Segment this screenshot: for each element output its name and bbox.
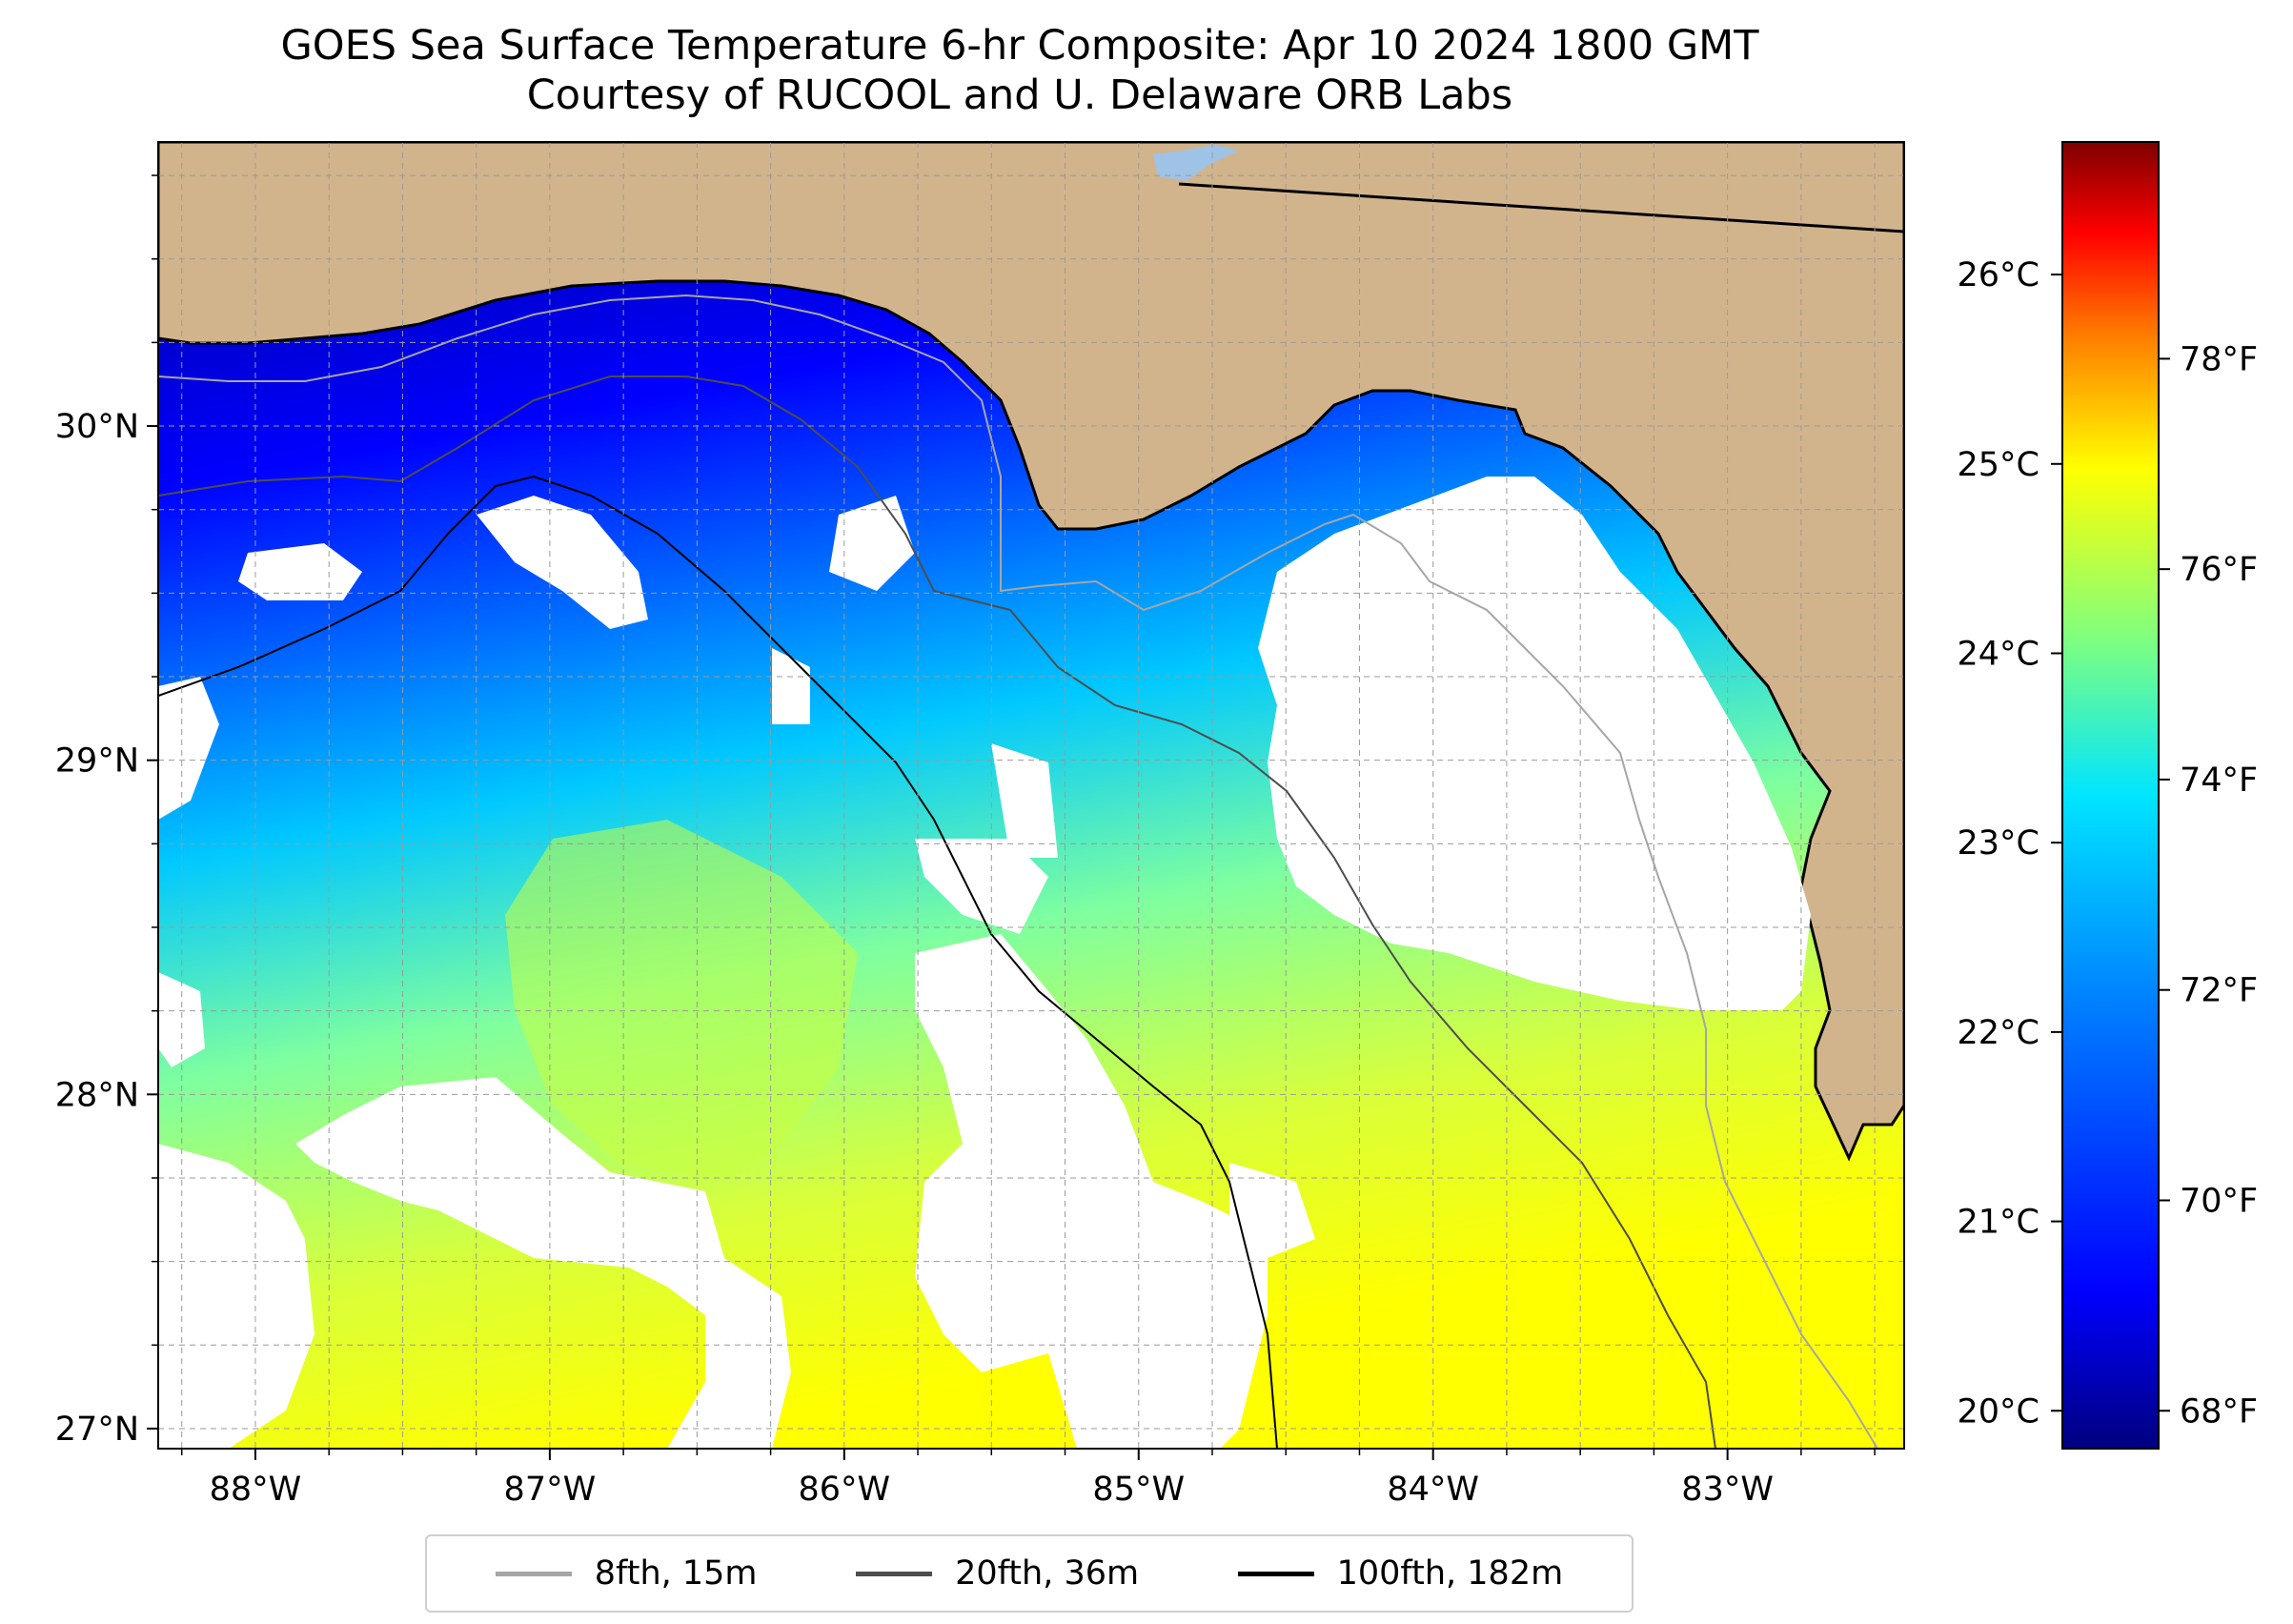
lat-tick-label: 30°N bbox=[55, 408, 139, 446]
celsius-label: 26°C bbox=[1958, 256, 2039, 294]
lon-tick-label: 86°W bbox=[798, 1471, 890, 1509]
celsius-label: 20°C bbox=[1958, 1392, 2039, 1431]
isobath-182m bbox=[158, 475, 1278, 1449]
legend-swatch-8fth bbox=[495, 1571, 572, 1576]
colorbar bbox=[2061, 141, 2160, 1450]
title-line-1: GOES Sea Surface Temperature 6-hr Compos… bbox=[280, 22, 1759, 70]
lat-tick-label: 27°N bbox=[55, 1411, 139, 1449]
colorbar-fahrenheit-axis: 78°F 76°F 74°F 72°F 70°F 68°F bbox=[2159, 340, 2258, 1431]
legend-item-100fth: 100fth, 182m bbox=[1237, 1554, 1564, 1593]
map-frame bbox=[157, 141, 1905, 1450]
celsius-label: 24°C bbox=[1958, 635, 2039, 673]
lon-tick-label: 88°W bbox=[210, 1471, 302, 1509]
isobath-15m bbox=[158, 294, 1878, 1449]
title-line-2: Courtesy of RUCOOL and U. Delaware ORB L… bbox=[526, 71, 1513, 119]
celsius-label: 22°C bbox=[1958, 1014, 2039, 1052]
warm-pool bbox=[505, 820, 858, 1182]
fahrenheit-label: 76°F bbox=[2180, 551, 2258, 589]
no-data-regions bbox=[158, 477, 1811, 1449]
isobath-36m bbox=[158, 376, 1716, 1449]
legend-label-100fth: 100fth, 182m bbox=[1336, 1554, 1564, 1593]
lon-tick-label: 87°W bbox=[504, 1471, 597, 1509]
lat-tick-label: 28°N bbox=[55, 1076, 139, 1114]
fahrenheit-label: 68°F bbox=[2180, 1392, 2258, 1431]
legend-item-20fth: 20fth, 36m bbox=[856, 1554, 1139, 1593]
celsius-label: 21°C bbox=[1958, 1204, 2039, 1242]
legend-label-20fth: 20fth, 36m bbox=[955, 1554, 1140, 1593]
celsius-label: 25°C bbox=[1958, 446, 2039, 484]
lat-tick-label: 29°N bbox=[55, 742, 139, 781]
longitude-axis: 88°W 87°W 86°W 85°W 84°W 83°W bbox=[180, 1449, 1876, 1509]
lake bbox=[1153, 145, 1239, 181]
fahrenheit-label: 72°F bbox=[2180, 972, 2258, 1010]
isobath-legend: 8fth, 15m 20fth, 36m 100fth, 182m bbox=[425, 1534, 1634, 1613]
fahrenheit-label: 74°F bbox=[2180, 761, 2258, 800]
celsius-label: 23°C bbox=[1958, 824, 2039, 863]
land-area bbox=[158, 142, 1904, 1162]
gridlines bbox=[158, 142, 1904, 1449]
latitude-axis: 30°N 29°N 28°N 27°N bbox=[55, 174, 158, 1449]
fahrenheit-label: 78°F bbox=[2180, 340, 2258, 378]
legend-swatch-20fth bbox=[856, 1571, 933, 1576]
lon-tick-label: 85°W bbox=[1092, 1471, 1185, 1509]
legend-swatch-100fth bbox=[1237, 1571, 1314, 1576]
map-title: GOES Sea Surface Temperature 6-hr Compos… bbox=[0, 21, 2039, 120]
legend-item-8fth: 8fth, 15m bbox=[495, 1554, 758, 1593]
legend-label-8fth: 8fth, 15m bbox=[594, 1554, 758, 1593]
lon-tick-label: 84°W bbox=[1387, 1471, 1479, 1509]
lon-tick-label: 83°W bbox=[1681, 1471, 1774, 1509]
state-boundary bbox=[1178, 182, 1904, 233]
colorbar-celsius-axis: 26°C 25°C 24°C 23°C 22°C 21°C 20°C bbox=[1958, 256, 2062, 1431]
fahrenheit-label: 70°F bbox=[2180, 1182, 2258, 1220]
